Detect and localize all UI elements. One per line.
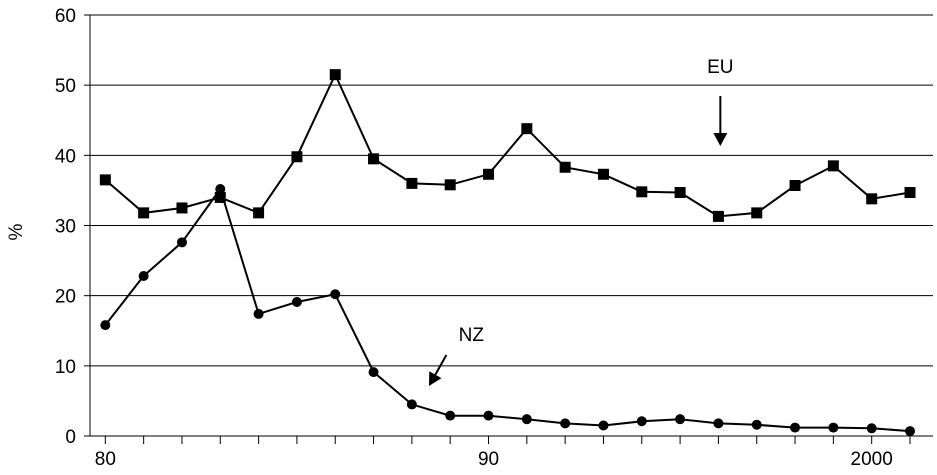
data-point-nz [636,416,647,427]
data-point-eu [138,207,150,219]
y-tick-label: 10 [55,357,76,378]
y-tick-label: 60 [55,6,76,27]
data-point-eu [291,151,303,163]
data-point-nz [100,320,111,331]
data-point-nz [905,426,916,437]
data-point-nz [521,414,532,425]
data-point-eu [253,207,265,219]
y-axis-label: % [6,223,27,240]
data-point-eu [559,161,571,173]
data-point-eu [406,177,418,189]
data-point-eu [636,186,648,198]
data-point-nz [675,414,686,425]
data-point-nz [598,420,609,431]
data-point-eu [521,123,533,135]
series-line-eu [104,72,911,218]
data-point-eu [712,210,724,222]
data-point-eu [99,174,111,186]
data-point-eu [866,193,878,205]
annotation-label-nz: NZ [459,325,485,346]
series-group [99,69,916,437]
axes: 0 10 20 30 40 50 60 80 90 2000 [55,6,911,470]
data-point-nz [866,423,877,434]
data-point-eu [483,168,495,180]
annotations: EU NZ [429,57,734,386]
data-point-nz [138,271,149,282]
data-point-eu [597,168,609,180]
data-point-eu [176,202,188,214]
data-point-eu [751,207,763,219]
data-point-nz [483,410,494,421]
data-point-eu [329,69,341,81]
grid-lines [90,14,933,437]
data-point-nz [560,418,571,429]
data-point-nz [253,308,264,319]
data-point-nz [291,296,302,307]
data-point-eu [444,179,456,191]
data-point-eu [674,187,686,199]
data-point-eu [368,153,380,165]
data-point-nz [176,237,187,248]
data-point-eu [789,180,801,192]
x-tick-label: 90 [478,449,499,470]
data-point-eu [827,160,839,172]
annotation-arrow-eu [713,96,728,146]
data-point-nz [790,422,801,433]
data-point-nz [330,289,341,300]
y-tick-label: 40 [55,146,76,167]
series-line-nz [104,186,911,433]
data-point-nz [713,418,724,429]
data-point-nz [215,184,226,195]
data-point-nz [368,367,379,378]
x-tick-label: 80 [95,449,116,470]
data-point-eu [904,187,916,199]
y-tick-label: 0 [65,427,76,448]
data-point-eu [214,191,226,203]
y-tick-label: 50 [55,76,76,97]
data-point-nz [828,422,839,433]
data-point-nz [751,419,762,430]
y-tick-label: 20 [55,287,76,308]
data-point-nz [406,399,417,410]
annotation-label-eu: EU [707,57,733,78]
annotation-arrow-nz [429,354,448,386]
data-point-nz [445,410,456,421]
x-tick-label: 2000 [851,449,893,470]
y-tick-label: 30 [55,217,76,238]
